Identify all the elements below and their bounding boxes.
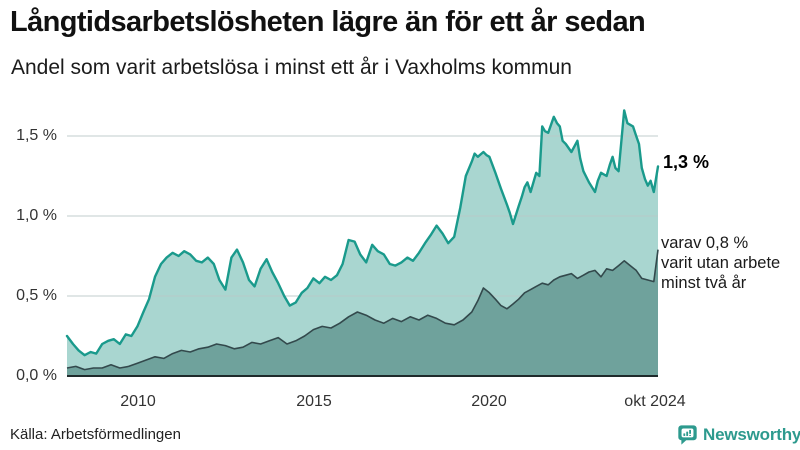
- x-axis-tick-2015: 2015: [296, 393, 332, 410]
- series1-line: [65, 109, 660, 357]
- series-end-value-label: 1,3 %: [663, 152, 710, 172]
- series2-line: [66, 249, 659, 371]
- annotation-line-2: varit utan arbete: [661, 254, 781, 272]
- newsworthy-logo[interactable]: Newsworthy: [677, 424, 800, 446]
- series2-end-annotation: varav 0,8 % varit utan arbete minst två …: [661, 233, 780, 293]
- newsworthy-wordmark: Newsworthy: [703, 425, 800, 444]
- x-axis-tick-2020: 2020: [471, 393, 507, 410]
- y-axis-tick-0-5: 0,5 %: [16, 287, 57, 304]
- y-axis-tick-1-0: 1,0 %: [16, 207, 57, 224]
- source-attribution: Källa: Arbetsförmedlingen: [10, 426, 181, 443]
- y-axis-tick-0-0: 0,0 %: [16, 367, 57, 384]
- annotation-line-1: varav 0,8 %: [661, 234, 749, 252]
- y-axis-tick-1-5: 1,5 %: [16, 127, 57, 144]
- page-title: Långtidsarbetslösheten lägre än för ett …: [10, 6, 646, 38]
- series2-area-fill: [67, 249, 658, 376]
- x-axis-tick-okt-2024: okt 2024: [624, 393, 686, 410]
- newsworthy-bubble-icon: [678, 425, 697, 445]
- annotation-line-3: minst två år: [661, 274, 747, 292]
- chart-subtitle: Andel som varit arbetslösa i minst ett å…: [11, 56, 572, 79]
- x-axis-tick-2010: 2010: [120, 393, 156, 410]
